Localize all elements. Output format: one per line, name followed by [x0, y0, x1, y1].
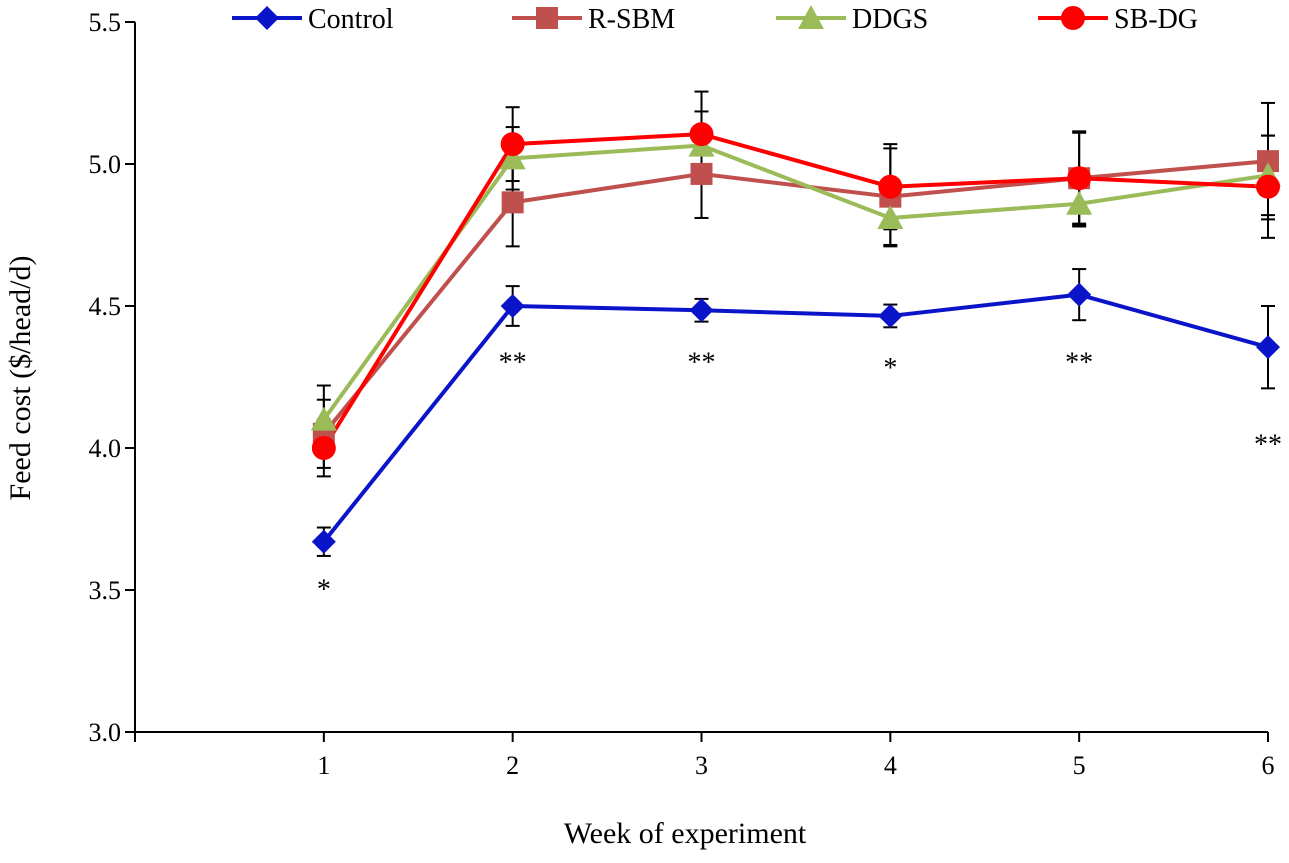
marker-control [1067, 282, 1092, 307]
y-tick-label: 5.0 [89, 150, 122, 179]
significance-marker: * [883, 353, 897, 384]
significance-annotations: *** ** * **** [317, 347, 1282, 605]
marker-ddgs [499, 145, 526, 170]
y-tick-label: 3.0 [89, 718, 122, 747]
marker-sb-dg [1256, 174, 1280, 199]
line-r-sbm [322, 159, 1269, 436]
marker-sb-dg [878, 174, 903, 199]
marker-r-sbm [1257, 150, 1279, 173]
y-tick-label: 5.5 [89, 8, 122, 37]
marker-ddgs [877, 204, 904, 230]
legend-marker-ddgs [798, 5, 824, 30]
significance-marker: ** [499, 347, 527, 378]
marker-control [311, 529, 336, 554]
line-control [322, 292, 1269, 543]
legend-label-control: Control [308, 4, 394, 35]
marker-sb-dg [689, 122, 714, 147]
legend: Control R-SBM DDGS SB-DG [232, 4, 1198, 35]
y-axis-title: Feed cost ($/head/d) [4, 256, 37, 501]
y-tick-label: 4.0 [89, 434, 122, 463]
x-axis-title: Week of experiment [564, 817, 807, 850]
line-ddgs [322, 143, 1269, 421]
marker-control [878, 303, 903, 328]
series-lines [322, 132, 1269, 543]
marker-r-sbm [501, 191, 524, 214]
legend-label-ddgs: DDGS [852, 4, 928, 35]
y-axis-ticks: 3.0 3.5 4.0 4.5 5.0 5.5 [89, 8, 135, 747]
series-markers [310, 122, 1281, 554]
marker-r-sbm [690, 162, 713, 185]
marker-control [1256, 335, 1280, 360]
marker-ddgs [1066, 190, 1093, 215]
x-tick-label: 2 [506, 751, 519, 780]
significance-marker: * [317, 575, 331, 606]
marker-ddgs [310, 406, 337, 431]
legend-marker-sb-dg [1061, 6, 1085, 30]
legend-marker-r-sbm [536, 7, 558, 29]
x-axis-ticks: 1 2 3 4 5 6 [134, 732, 1275, 780]
marker-sb-dg [311, 436, 336, 460]
marker-control [500, 294, 525, 318]
x-tick-label: 1 [317, 751, 330, 780]
legend-label-sb-dg: SB-DG [1114, 4, 1198, 35]
significance-marker: ** [1065, 347, 1093, 378]
y-tick-label: 4.5 [89, 292, 122, 321]
legend-marker-control [255, 6, 279, 30]
marker-control [689, 298, 714, 323]
x-tick-label: 6 [1262, 751, 1275, 780]
marker-sb-dg [500, 132, 525, 157]
marker-sb-dg [1067, 166, 1092, 191]
line-sb-dg [322, 132, 1269, 450]
y-tick-label: 3.5 [89, 576, 122, 605]
significance-marker: ** [1254, 430, 1282, 461]
significance-marker: ** [688, 347, 716, 378]
x-tick-label: 4 [884, 751, 897, 780]
legend-label-r-sbm: R-SBM [588, 4, 675, 35]
x-tick-label: 5 [1073, 751, 1086, 780]
x-tick-label: 3 [695, 751, 708, 780]
